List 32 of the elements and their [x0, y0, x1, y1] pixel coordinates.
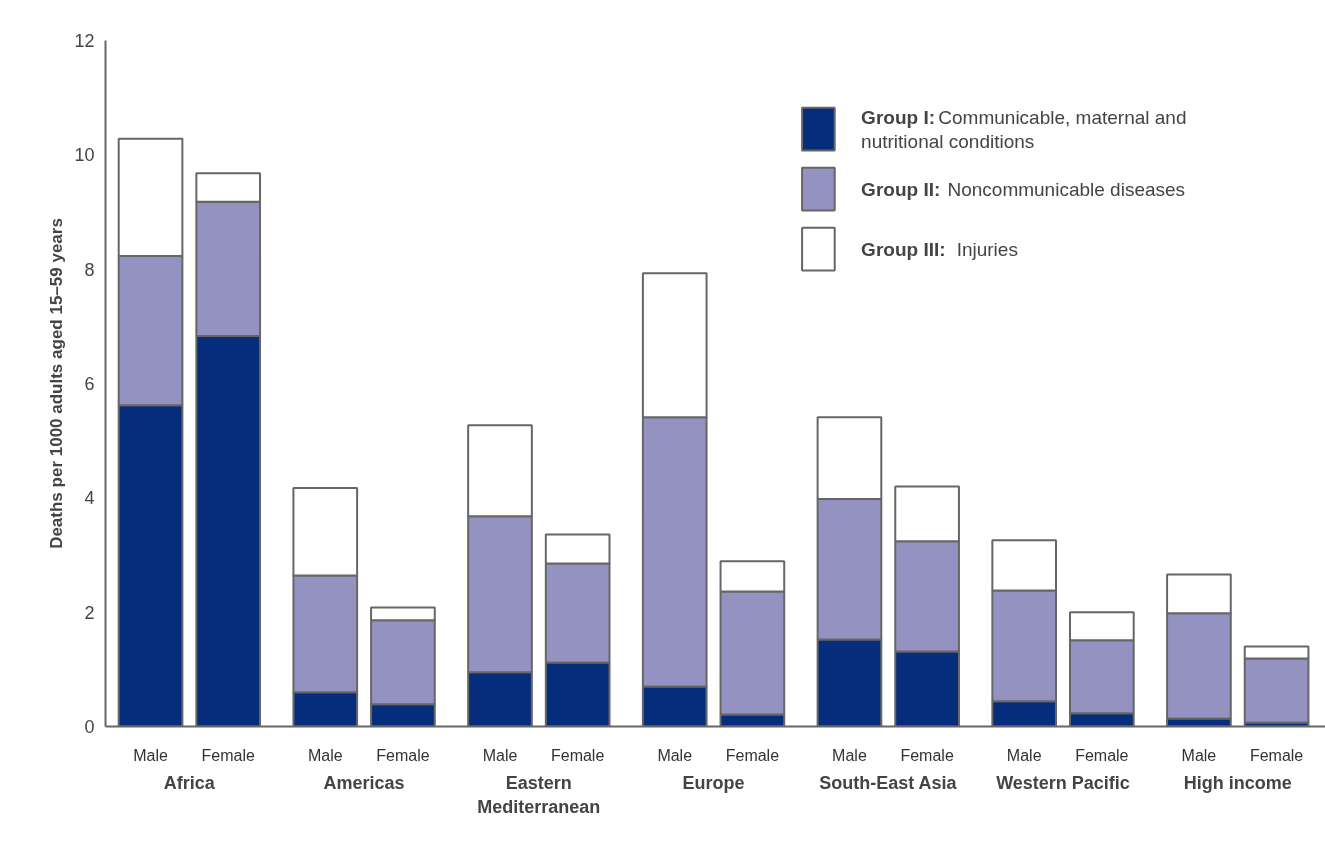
- legend-label: Group III: Injuries: [861, 238, 1018, 260]
- text: Western Pacific: [996, 772, 1130, 793]
- y-tick-label: 6: [84, 374, 95, 394]
- x-tick-label: Male: [1181, 746, 1217, 764]
- x-tick-label: Female: [376, 746, 430, 764]
- x-tick-label: Female: [900, 746, 954, 764]
- text: High income: [1183, 772, 1292, 793]
- y-tick-label: 10: [74, 145, 95, 166]
- x-tick-label: Male: [307, 746, 343, 764]
- text: Europe: [682, 772, 745, 793]
- x-tick-label: Male: [657, 746, 693, 764]
- x-tick-label: Male: [1006, 746, 1042, 764]
- y-tick-label: 12: [74, 31, 95, 51]
- y-tick-label: 4: [84, 488, 95, 509]
- y-tick-label: 8: [84, 259, 95, 280]
- x-tick-label: Male: [482, 746, 518, 764]
- x-tick-label: Male: [832, 746, 867, 764]
- legend-label: Group II: Noncommunicable diseases: [861, 178, 1186, 200]
- legend-label: Group I: Communicable, maternal and nutritional conditions: [861, 107, 1187, 153]
- x-tick-label: Female: [725, 746, 780, 764]
- text: Eastern Mediterranean: [477, 772, 601, 817]
- y-tick-label: 2: [84, 602, 95, 623]
- text: Americas: [323, 772, 405, 793]
- x-tick-label: Female: [1075, 746, 1129, 764]
- y-tick-label: 0: [84, 717, 95, 737]
- text: Africa: [163, 772, 216, 793]
- y-axis-title: Deaths per 1000 adults aged 15–59 years: [47, 218, 67, 549]
- x-tick-label: Female: [1249, 746, 1304, 764]
- text: South-East Asia: [819, 772, 958, 793]
- x-tick-label: Female: [201, 746, 255, 764]
- x-tick-label: Female: [550, 746, 605, 764]
- x-tick-label: Male: [133, 746, 168, 764]
